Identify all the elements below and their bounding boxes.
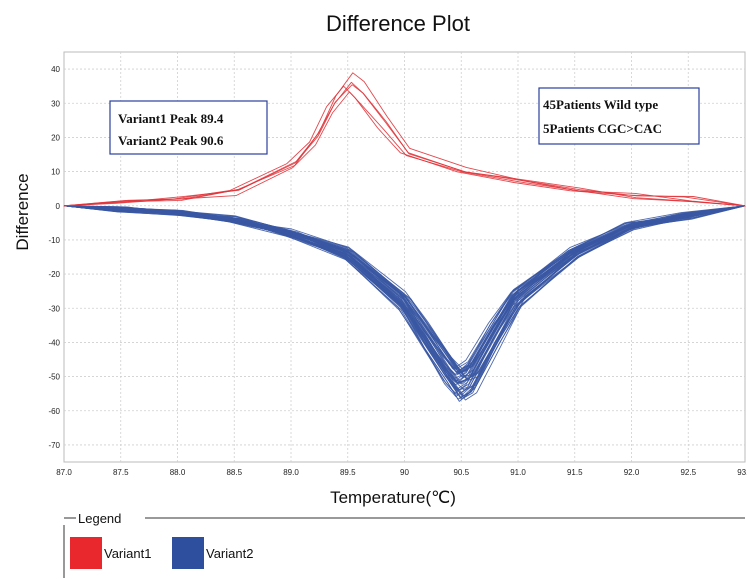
x-tick-label: 90 — [400, 468, 409, 477]
x-tick-label: 88.5 — [226, 468, 242, 477]
x-tick-label: 88.0 — [170, 468, 186, 477]
x-tick-label: 89.0 — [283, 468, 299, 477]
legend-label-variant2: Variant2 — [206, 546, 253, 561]
y-tick-label: 30 — [51, 99, 60, 108]
annotation-line: 45Patients Wild type — [543, 97, 658, 112]
annotation-box — [109, 100, 268, 155]
series-line-variant2 — [63, 205, 746, 370]
curves — [63, 72, 746, 402]
x-tick-label: 89.5 — [340, 468, 356, 477]
y-tick-label: 20 — [51, 133, 60, 142]
series-line-variant1 — [63, 91, 746, 207]
chart-title: Difference Plot — [326, 11, 470, 36]
y-axis-label: Difference — [13, 173, 32, 250]
annotation-line: 5Patients CGC>CAC — [543, 121, 662, 136]
y-tick-label: -30 — [48, 304, 60, 313]
y-tick-label: -60 — [48, 407, 60, 416]
y-tick-label: -40 — [48, 338, 60, 347]
legend-label-variant1: Variant1 — [104, 546, 151, 561]
y-tick-label: -70 — [48, 441, 60, 450]
legend: Legend Variant1 Variant2 — [63, 511, 745, 578]
legend-title: Legend — [78, 511, 121, 526]
x-tick-label: 90.5 — [453, 468, 469, 477]
x-tick-label: 87.0 — [56, 468, 72, 477]
series-variant2 — [63, 205, 746, 402]
annotation-variant-peaks: Variant1 Peak 89.4 Variant2 Peak 90.6 — [109, 100, 268, 155]
legend-swatch-variant1 — [70, 537, 102, 569]
x-tick-label: 92.0 — [624, 468, 640, 477]
y-tick-label: -50 — [48, 373, 60, 382]
x-axis-label: Temperature(℃) — [330, 488, 456, 507]
y-tick-labels: 40 30 20 10 0 -10 -20 -30 -40 -50 -60 -70 — [48, 65, 60, 450]
series-line-variant2 — [63, 205, 746, 399]
annotation-box — [538, 87, 700, 145]
legend-frame — [63, 517, 745, 578]
x-tick-labels: 87.0 87.5 88.0 88.5 89.0 89.5 90 90.5 91.0 91.5 92… — [56, 468, 747, 477]
series-line-variant1 — [63, 81, 746, 207]
x-tick-label: 87.5 — [113, 468, 129, 477]
y-tick-label: 40 — [51, 65, 60, 74]
y-tick-label: -10 — [48, 236, 60, 245]
annotation-patients: 45Patients Wild type 5Patients CGC>CAC — [538, 87, 700, 145]
annotation-line: Variant1 Peak 89.4 — [118, 111, 224, 126]
series-line-variant2 — [63, 205, 746, 381]
x-tick-label: 91.0 — [510, 468, 526, 477]
series-line-variant2 — [63, 205, 746, 384]
legend-swatch-variant2 — [172, 537, 204, 569]
x-tick-label: 93.0 — [737, 468, 747, 477]
x-tick-label: 91.5 — [567, 468, 583, 477]
annotation-line: Variant2 Peak 90.6 — [118, 133, 224, 148]
x-tick-label: 92.5 — [680, 468, 696, 477]
series-variant1 — [63, 72, 746, 207]
y-tick-label: -20 — [48, 270, 60, 279]
y-tick-label: 10 — [51, 168, 60, 177]
y-tick-label: 0 — [56, 202, 61, 211]
